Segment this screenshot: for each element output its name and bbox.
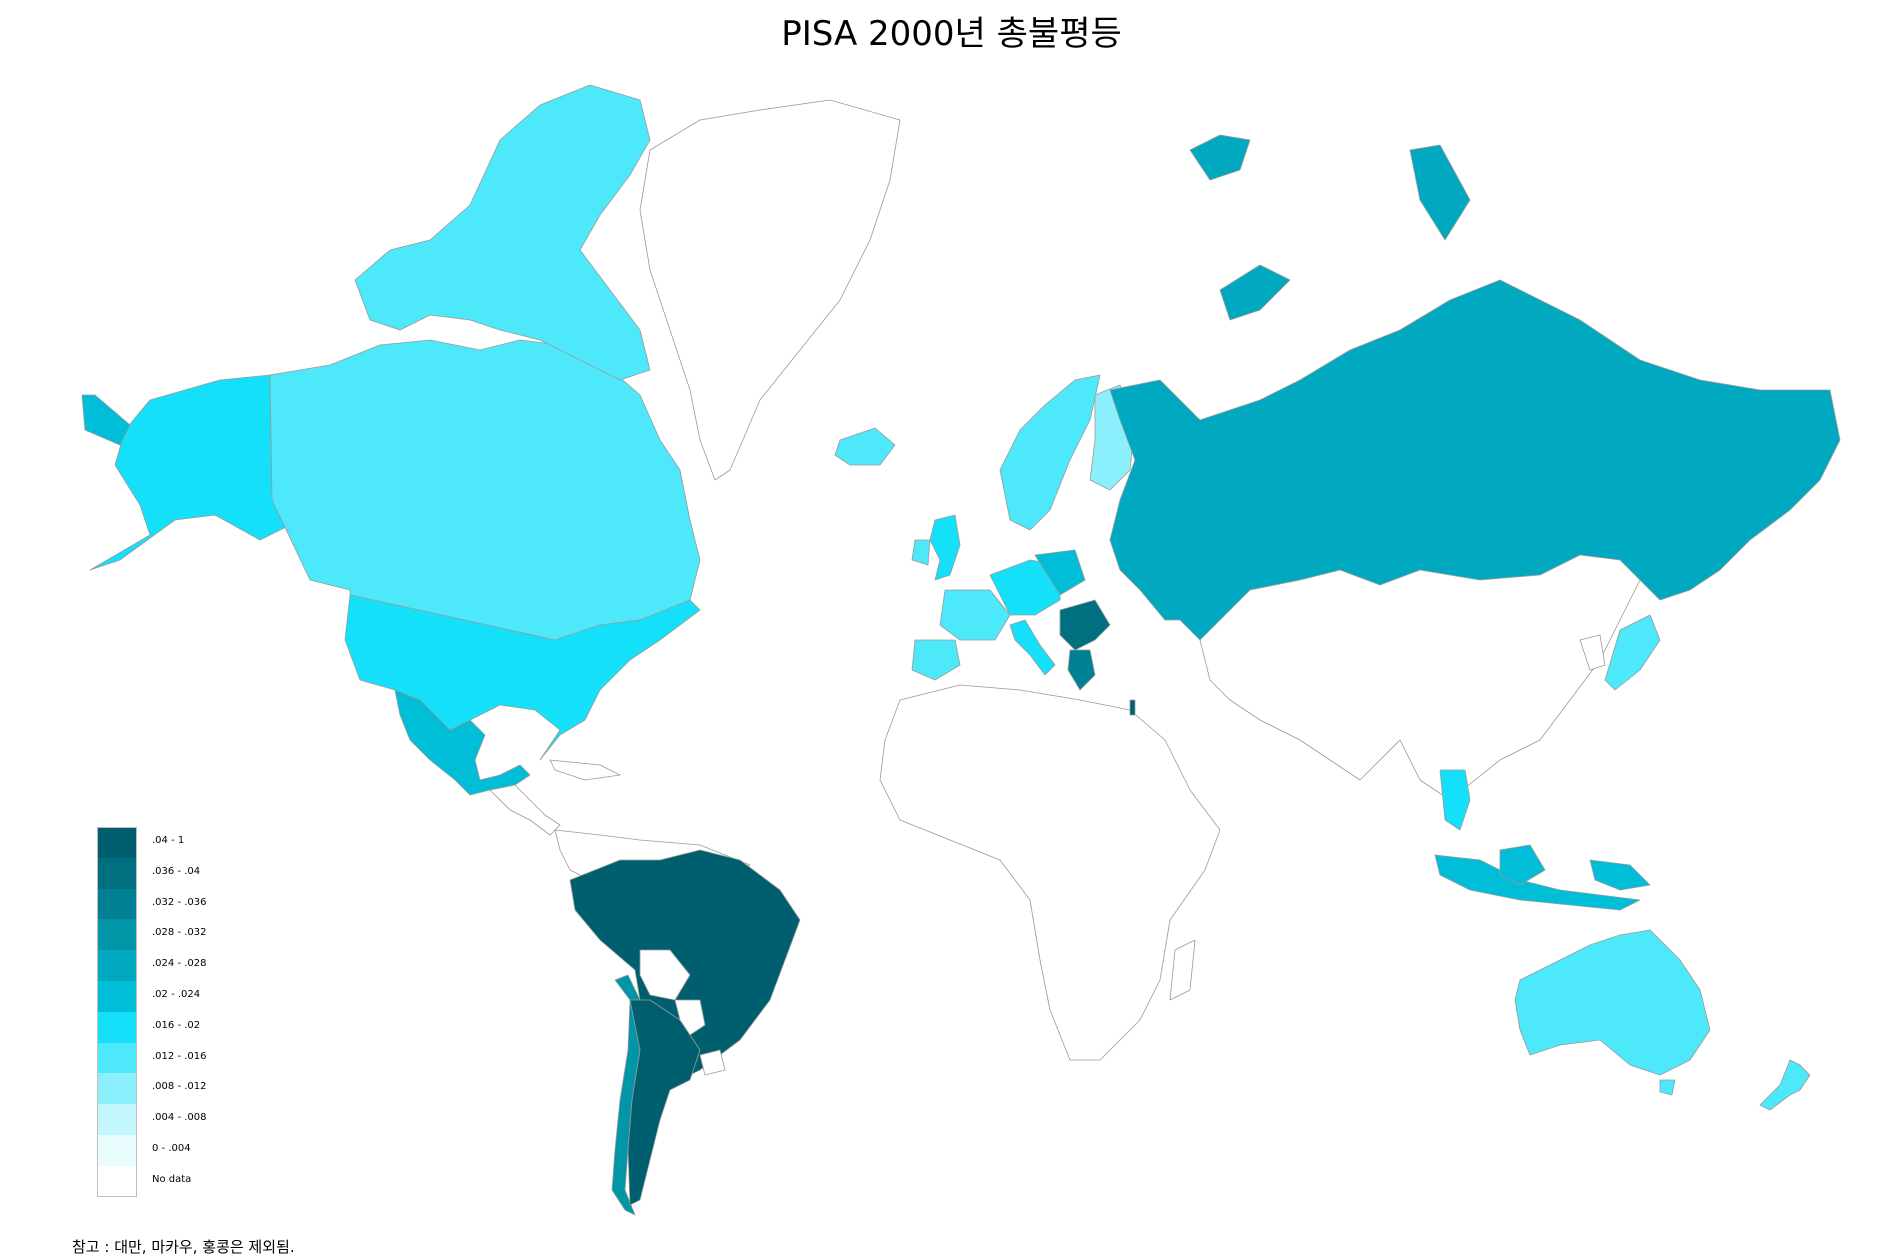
region-scandinavia xyxy=(999,374,1101,531)
map-title: PISA 2000년 총불평등 xyxy=(781,14,1122,54)
region-thailand xyxy=(1439,769,1471,831)
legend-swatch xyxy=(97,888,137,920)
region-asia-nodata xyxy=(1199,554,1641,801)
legend-label: .028 - .032 xyxy=(152,927,207,939)
legend-label: .004 - .008 xyxy=(152,1112,207,1124)
legend-label: .008 - .012 xyxy=(152,1081,207,1093)
region-central-europe xyxy=(989,559,1061,616)
legend-label: .04 - 1 xyxy=(152,835,185,846)
region-mexico xyxy=(394,689,531,796)
region-caribbean xyxy=(549,759,621,781)
region-balkans xyxy=(1059,599,1111,651)
region-africa xyxy=(879,684,1221,1061)
footnote: 참고 : 대만, 마카우, 홍콩은 제외됨. xyxy=(72,1238,295,1256)
region-borneo xyxy=(1499,844,1546,886)
legend-swatch xyxy=(97,919,137,951)
legend-label: .016 - .02 xyxy=(152,1019,201,1031)
region-svalbard xyxy=(1189,134,1251,181)
region-iberia xyxy=(911,639,961,681)
region-new-zealand xyxy=(1759,1059,1811,1111)
region-uk xyxy=(929,514,961,581)
region-madagascar xyxy=(1169,939,1196,1001)
region-new-guinea xyxy=(1589,859,1651,891)
region-greece xyxy=(1067,649,1096,691)
legend-swatch xyxy=(97,857,137,889)
legend-swatch xyxy=(97,1165,137,1197)
legend-swatch xyxy=(97,827,137,858)
region-france xyxy=(939,589,1011,641)
legend-label: No data xyxy=(152,1173,192,1185)
region-siberian-islands xyxy=(1409,144,1471,241)
legend-swatch xyxy=(97,1134,137,1166)
legend-label: .012 - .016 xyxy=(152,1050,207,1062)
legend-swatch xyxy=(97,1073,137,1105)
region-canada-arctic-islands xyxy=(354,84,651,381)
region-japan xyxy=(1604,614,1661,691)
region-korea xyxy=(1579,634,1606,671)
legend-label: .02 - .024 xyxy=(152,988,201,1000)
region-aleutians xyxy=(81,394,131,446)
region-alaska xyxy=(89,374,301,571)
legend-label: .024 - .028 xyxy=(152,958,207,970)
region-ireland xyxy=(911,539,931,566)
region-poland xyxy=(1034,549,1086,596)
legend-label: .036 - .04 xyxy=(152,865,201,877)
legend-swatch xyxy=(97,1011,137,1043)
region-brazil-peru xyxy=(569,849,801,1081)
region-canada xyxy=(269,339,701,641)
region-novaya-zemlya xyxy=(1219,264,1291,321)
region-australia xyxy=(1514,929,1711,1076)
legend-swatch xyxy=(97,1104,137,1135)
region-uruguay xyxy=(699,1049,726,1076)
region-israel xyxy=(1129,699,1136,716)
region-greenland xyxy=(639,99,901,481)
region-central-america xyxy=(489,784,561,836)
legend-label: .032 - .036 xyxy=(152,896,207,908)
legend-label: 0 - .004 xyxy=(152,1142,191,1154)
region-russia xyxy=(1109,279,1841,641)
region-paraguay xyxy=(674,999,706,1036)
region-iceland xyxy=(834,427,896,466)
region-tasmania xyxy=(1659,1079,1676,1096)
region-italy xyxy=(1009,619,1056,676)
legend-swatch xyxy=(97,1042,137,1074)
legend-swatch xyxy=(97,980,137,1012)
legend-swatch xyxy=(97,950,137,981)
